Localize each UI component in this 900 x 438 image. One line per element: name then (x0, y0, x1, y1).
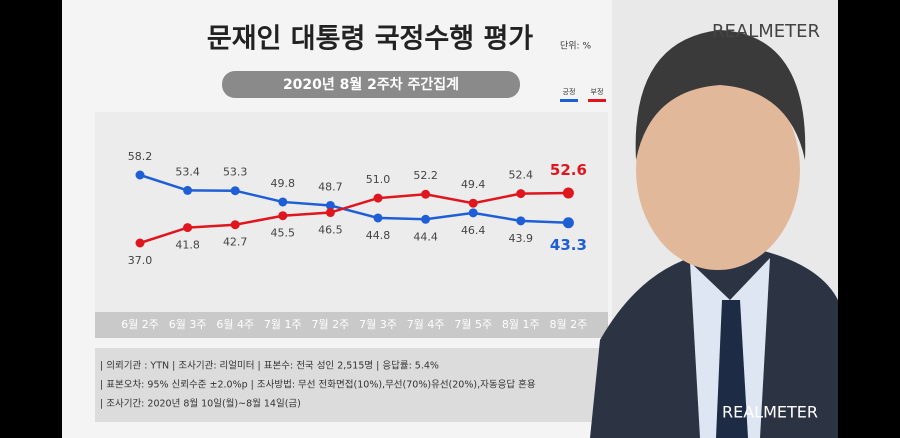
point (516, 216, 526, 226)
data-label: 44.4 (413, 230, 438, 243)
series-line (139, 191, 569, 245)
x-axis-band (95, 312, 608, 338)
data-label: 53.3 (223, 166, 248, 179)
x-tick-label: 8월 1주 (502, 318, 540, 331)
x-tick-label: 8월 2주 (550, 318, 588, 331)
point (421, 189, 431, 199)
point (325, 200, 335, 210)
point (183, 185, 193, 195)
x-tick-label: 6월 4주 (216, 318, 254, 331)
point (278, 211, 288, 221)
point (230, 186, 240, 196)
x-tick-label: 7월 5주 (454, 318, 492, 331)
note: | 의뢰기관 : YTN | 조사기관: 리얼미터 | 표본수: 전국 성인 2… (100, 360, 439, 372)
x-tick-label: 7월 4주 (407, 318, 445, 331)
data-label: 44.8 (366, 229, 391, 242)
data-label: 49.4 (461, 178, 486, 191)
point (468, 208, 478, 218)
data-label: 41.8 (175, 239, 200, 252)
point (562, 187, 574, 199)
point (373, 213, 383, 223)
point (468, 198, 478, 208)
photo-tie (716, 300, 748, 438)
data-label: 46.5 (318, 224, 343, 237)
data-label: 52.6 (550, 161, 587, 179)
data-label: 37.0 (128, 254, 153, 267)
unit-label: 단위: % (560, 41, 591, 52)
x-tick-label: 6월 3주 (169, 318, 207, 331)
data-label: 46.4 (461, 224, 486, 237)
point (135, 170, 145, 180)
note: | 조사기간: 2020년 8월 10일(월)~8월 14일(금) (100, 398, 301, 410)
data-label: 58.2 (128, 150, 153, 163)
data-label: 52.4 (509, 169, 534, 182)
point (135, 238, 145, 248)
data-label: 52.2 (413, 169, 438, 182)
data-label: 45.5 (271, 227, 296, 240)
photo (590, 0, 838, 438)
subtitle-box (222, 71, 520, 98)
x-tick-label: 7월 2주 (312, 318, 350, 331)
data-label: 53.4 (175, 165, 200, 178)
legend-swatch (560, 99, 578, 102)
data-label: 42.7 (223, 236, 248, 249)
photo-hair (635, 30, 806, 160)
x-tick-label: 6월 2주 (121, 318, 159, 331)
point (183, 223, 193, 233)
point (373, 193, 383, 203)
watermark: REALMETER (722, 403, 818, 422)
subtitle: 2020년 8월 2주차 주간집계 (283, 76, 459, 93)
chart-title: 문재인 대통령 국정수행 평가 (207, 24, 533, 55)
point (421, 214, 431, 224)
legend-label: 부정 (591, 87, 604, 96)
data-label: 43.3 (550, 236, 587, 254)
point (325, 208, 335, 218)
point (230, 220, 240, 230)
x-tick-label: 7월 1주 (264, 318, 302, 331)
point (278, 197, 288, 207)
data-label: 48.7 (318, 180, 343, 193)
watermark: REALMETER (712, 21, 820, 42)
data-label: 51.0 (366, 173, 391, 186)
data-label: 49.8 (271, 177, 296, 190)
notes-box (95, 348, 608, 422)
legend-label: 긍정 (563, 87, 576, 96)
point (516, 189, 526, 199)
legend-swatch (588, 99, 606, 102)
note: | 표본오차: 95% 신뢰수준 ±2.0%p | 조사방법: 무선 전화면접(… (100, 379, 536, 391)
data-label: 43.9 (509, 232, 534, 245)
point (562, 217, 574, 229)
series-line (139, 173, 569, 225)
photo-face (636, 70, 800, 270)
x-tick-label: 7월 3주 (359, 318, 397, 331)
